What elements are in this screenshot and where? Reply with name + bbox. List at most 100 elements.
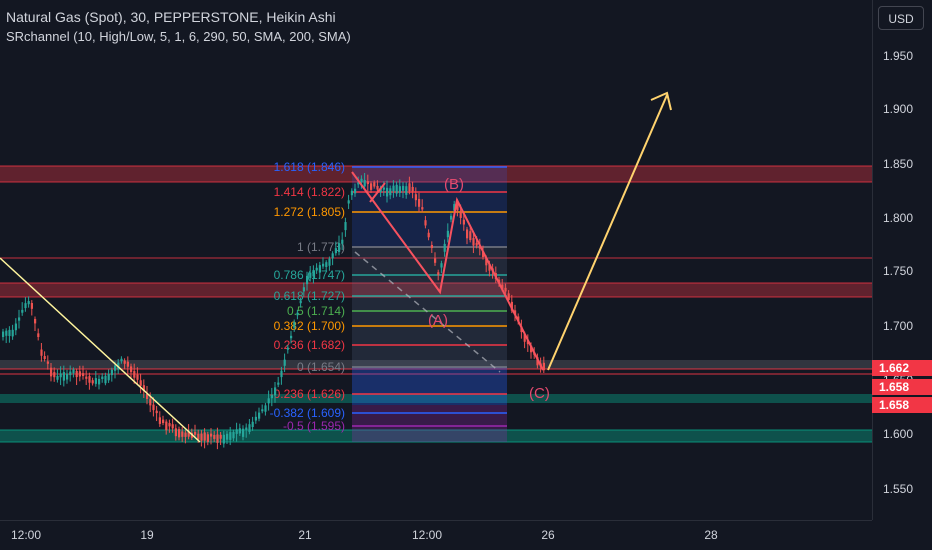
candle-body <box>174 428 177 437</box>
candle-body <box>434 258 437 263</box>
candle-body <box>261 409 264 412</box>
candle-body <box>181 431 184 437</box>
grey-zone <box>0 360 872 369</box>
candle-body <box>43 356 46 360</box>
candle-body <box>187 431 190 437</box>
wave-label-b: (B) <box>444 176 464 193</box>
candle-body <box>488 263 491 271</box>
candle-body <box>350 190 353 196</box>
candle-body <box>136 374 139 380</box>
price-scale[interactable]: 1.9501.9001.8501.8001.7501.7001.6501.600… <box>872 0 932 520</box>
candle-body <box>2 331 5 338</box>
fib-level-label: 1 (1.773) <box>297 240 345 254</box>
candle-body <box>402 185 405 191</box>
candle-body <box>18 317 21 321</box>
candle-body <box>165 421 168 431</box>
price-tag: 1.658 <box>872 397 932 413</box>
candle-body <box>162 419 165 424</box>
candle-body <box>98 378 101 385</box>
fib-box-lower <box>352 367 507 405</box>
candle-body <box>386 187 389 197</box>
time-tick: 12:00 <box>10 528 42 542</box>
candle-body <box>50 367 53 377</box>
candle-body <box>469 231 472 241</box>
candle-body <box>517 316 520 322</box>
candle-body <box>270 394 273 399</box>
candle-body <box>14 323 17 331</box>
abc-wave-line[interactable] <box>351 171 544 371</box>
fib-extension[interactable]: 1.618 (1.846) 1.414 (1.822) 1.272 (1.805) 1… <box>270 160 507 442</box>
candle-body <box>114 365 117 371</box>
candle-body <box>450 215 453 220</box>
candle-body <box>398 186 401 193</box>
price-tick: 1.600 <box>883 427 914 441</box>
candle-body <box>318 265 321 273</box>
chart-area[interactable]: 1.618 (1.846) 1.414 (1.822) 1.272 (1.805) 1… <box>0 0 872 520</box>
candle-body <box>456 203 459 211</box>
indicator-legend[interactable]: SRchannel (10, High/Low, 5, 1, 6, 290, 5… <box>6 29 351 44</box>
candle-body <box>56 375 59 380</box>
candle-body <box>293 322 296 328</box>
fib-level-label: 0.382 (1.700) <box>274 319 345 333</box>
candle-body <box>411 186 414 192</box>
candle-body <box>542 362 545 371</box>
price-tick: 1.900 <box>883 102 914 116</box>
candle-body <box>24 303 27 309</box>
candle-body <box>30 303 33 309</box>
candle-body <box>507 293 510 300</box>
candle-body <box>37 333 40 338</box>
candle-body <box>395 184 398 194</box>
price-tag: 1.662 <box>872 360 932 376</box>
projection-arrow[interactable] <box>547 91 672 371</box>
candle-body <box>466 229 469 239</box>
candle-body <box>389 188 392 196</box>
price-tick: 1.750 <box>883 264 914 278</box>
candle-body <box>309 272 312 278</box>
fib-level-label: -0.236 (1.626) <box>270 387 345 401</box>
candle-body <box>69 371 72 376</box>
candle-body <box>427 232 430 238</box>
candle-body <box>152 404 155 411</box>
candle-body <box>139 380 142 386</box>
candle-body <box>408 183 411 192</box>
candle-body <box>286 347 289 350</box>
trend-line[interactable] <box>0 257 201 443</box>
time-tick: 12:00 <box>411 528 443 542</box>
candle-body <box>21 309 24 313</box>
candle-body <box>296 312 299 316</box>
candle-body <box>155 410 158 414</box>
candle-body <box>91 380 94 384</box>
price-tick: 1.850 <box>883 157 914 171</box>
candle-body <box>168 423 171 427</box>
candle-body <box>206 434 209 442</box>
candle-body <box>219 434 222 439</box>
candle-body <box>258 412 261 419</box>
price-tag: 1.658 <box>872 379 932 395</box>
fib-level-label: 0.236 (1.682) <box>274 338 345 352</box>
time-tick: 19 <box>140 528 154 542</box>
candle-body <box>443 243 446 252</box>
fib-level-label: -0.382 (1.609) <box>270 406 345 420</box>
candle-body <box>82 373 85 376</box>
candle-body <box>46 361 49 364</box>
fib-level-label: 1.272 (1.805) <box>274 205 345 219</box>
fib-diagonal <box>354 251 501 373</box>
candle-body <box>254 416 257 421</box>
candle-body <box>238 428 241 434</box>
candle-body <box>229 432 232 440</box>
price-chart[interactable]: 1.618 (1.846) 1.414 (1.822) 1.272 (1.805) 1… <box>0 0 872 520</box>
candle-body <box>299 300 302 304</box>
candle-body <box>347 200 350 204</box>
candle-body <box>302 287 305 292</box>
candle-body <box>414 194 417 201</box>
candle-body <box>530 345 533 353</box>
currency-button[interactable]: USD <box>878 6 924 30</box>
candle-body <box>5 330 8 336</box>
candle-body <box>242 428 245 437</box>
candle-body <box>366 181 369 185</box>
candle-body <box>213 434 216 439</box>
chart-title: Natural Gas (Spot), 30, PEPPERSTONE, Hei… <box>6 9 336 25</box>
fib-level-label: 0.618 (1.727) <box>274 289 345 303</box>
time-scale[interactable] <box>0 520 872 550</box>
candle-body <box>146 393 149 399</box>
